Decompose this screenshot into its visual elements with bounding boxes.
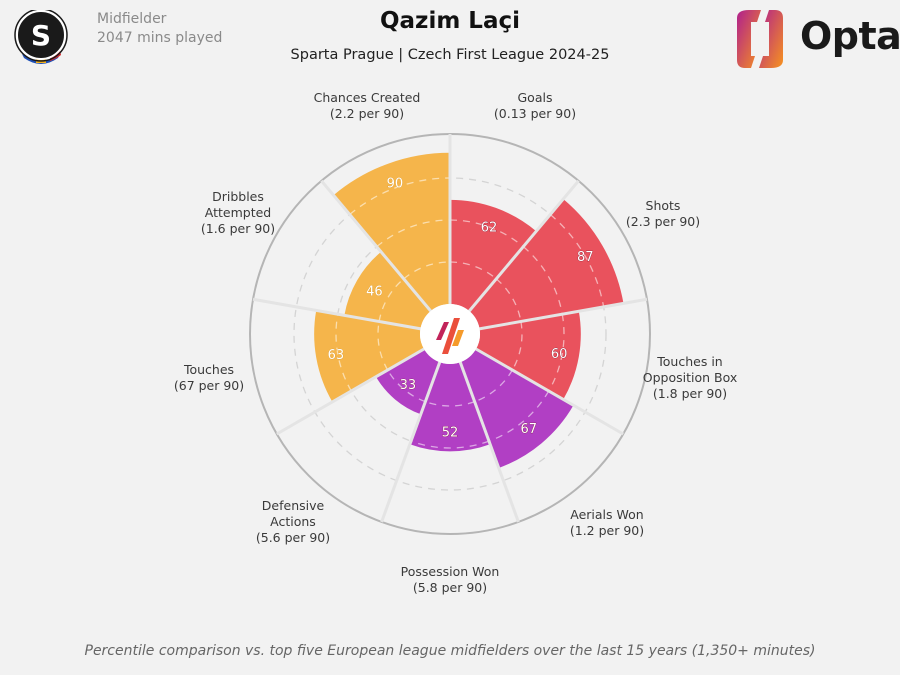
wedge-ring [548, 314, 565, 392]
wedge-ring [549, 213, 605, 308]
wedge-ring [511, 321, 523, 371]
category-per90: (1.6 per 90) [200, 221, 276, 236]
wedge-shots [469, 199, 624, 329]
footnote: Percentile comparison vs. top five Europ… [84, 643, 816, 659]
value-label: 62 [481, 221, 498, 236]
category-label: Chances Created (2.2 per 90) [302, 90, 432, 122]
category-per90: (1.8 per 90) [652, 386, 728, 401]
category-name: Chances Created [313, 90, 421, 105]
wedge-ring [376, 219, 451, 248]
category-label: Possession Won (5.8 per 90) [385, 564, 515, 596]
value-label: 60 [551, 347, 568, 362]
category-name: Possession Won [400, 564, 500, 579]
category-name: Touches [183, 362, 235, 377]
category-per90: (0.13 per 90) [493, 106, 577, 121]
slice-divider [449, 332, 624, 436]
wedge-ring [449, 219, 524, 248]
category-per90: (5.8 per 90) [412, 580, 488, 595]
wedge-touches [314, 310, 425, 402]
svg-text:S: S [31, 19, 51, 52]
wedge-ring [410, 440, 490, 449]
category-per90: (5.6 per 90) [255, 530, 331, 545]
page-subtitle: Sparta Prague | Czech First League 2024-… [290, 47, 610, 63]
category-per90: (2.3 per 90) [625, 214, 701, 229]
wedge-ring [522, 246, 563, 315]
category-name: Dribbles Attempted [204, 189, 272, 220]
wedge-chances-created [333, 152, 450, 312]
wedge-ring [349, 177, 451, 215]
category-name: Shots [645, 198, 681, 213]
category-label: Goals (0.13 per 90) [480, 90, 590, 122]
opta-wordmark: Opta [800, 14, 900, 58]
center-logo-mark [436, 322, 449, 340]
slice-divider [252, 297, 451, 336]
category-label: Dribbles Attempted (1.6 per 90) [193, 189, 283, 237]
wedge-ring [488, 390, 550, 442]
category-name: Defensive Actions [261, 498, 325, 529]
category-label: Touches in Opposition Box (1.8 per 90) [635, 354, 745, 402]
category-per90: (2.2 per 90) [329, 106, 405, 121]
wedge-touches-in-opposition-box [475, 311, 581, 400]
wedge-defensive-actions [376, 349, 440, 415]
wedge-ring [403, 261, 451, 280]
category-per90: (67 per 90) [173, 378, 245, 393]
category-name: Goals [517, 90, 553, 105]
wedge-ring [495, 278, 522, 322]
category-label: Aerials Won (1.2 per 90) [552, 507, 662, 539]
center-logo-mark [452, 330, 464, 346]
category-label: Shots (2.3 per 90) [608, 198, 718, 230]
category-label: Defensive Actions (5.6 per 90) [248, 498, 338, 546]
wedge-ring [449, 261, 497, 280]
wedge-ring [377, 321, 389, 371]
wedge-ring [378, 278, 405, 322]
wedge-goals [450, 199, 537, 312]
category-label: Touches (67 per 90) [164, 362, 254, 394]
minutes-played: 2047 mins played [97, 30, 223, 46]
slice-divider [320, 179, 452, 335]
value-label: 52 [442, 425, 459, 440]
value-label: 67 [521, 422, 538, 437]
page-title: Qazim Laçi [379, 8, 520, 34]
slice-divider [276, 332, 451, 436]
value-label: 33 [400, 378, 417, 393]
value-label: 87 [577, 250, 594, 265]
category-name: Aerials Won [570, 507, 644, 522]
player-position: Midfielder [97, 11, 167, 27]
opta-logo [737, 10, 783, 68]
category-per90: (1.2 per 90) [569, 523, 645, 538]
wedge-ring [387, 369, 426, 403]
value-label: 46 [366, 284, 383, 299]
center-logo-mark [442, 318, 460, 354]
wedge-ring [425, 401, 475, 407]
slice-divider [380, 333, 452, 523]
category-name: Touches in Opposition Box [642, 354, 738, 385]
slice-divider [448, 179, 580, 335]
player-meta: Midfielder 2047 mins played [97, 10, 222, 48]
value-label: 90 [387, 177, 404, 192]
wedge-possession-won [409, 362, 491, 452]
slice-divider [448, 333, 520, 523]
value-label: 63 [328, 348, 345, 363]
wedge-ring [335, 314, 352, 392]
wedge-dribbles-attempted [344, 251, 431, 329]
wedge-ring [474, 369, 513, 403]
slice-divider [449, 297, 648, 336]
club-badge: S [14, 10, 68, 64]
